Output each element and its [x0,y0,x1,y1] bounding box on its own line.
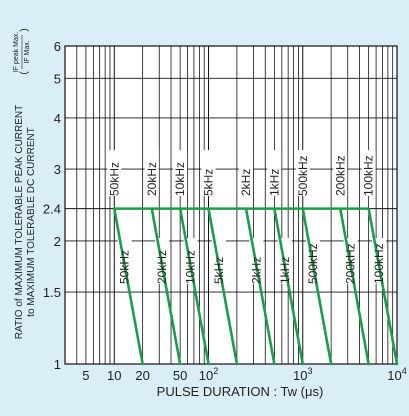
freq-curve-50khz [112,207,144,366]
freq-label-bottom: 1kHz [278,257,292,284]
freq-top-label-bg [173,150,188,196]
freq-label-bottom: 10kHz [184,250,198,284]
y-tick-label: 2 [54,234,61,249]
x-tick-label: 102 [199,366,218,383]
y-axis-title-line2: to MAXIMUM TOLERABLE DC CURRENT [26,127,37,317]
freq-label-top: 500kHz [296,155,310,196]
plot-frame [64,45,398,365]
y-tick-label: 6 [54,39,61,54]
y-tick-label: 1 [54,357,61,372]
freq-label-top: 10kHz [173,162,187,196]
y-axis-title-line1: RATIO of MAXIMUM TOLERABLE PEAK CURRENT [14,105,25,340]
y-tick-label: 3 [54,162,61,177]
frequency-label-layer: 50kHz 50kHz 20kHz 20kHz 10kHz 10kHz 5kHz 5kHz 2k… [107,155,386,284]
freq-label-bottom: 5kHz [212,257,226,284]
freq-label-top: 20kHz [145,162,159,196]
x-tick-label: 5 [82,368,89,383]
freq-curve-1khz [273,207,305,366]
freq-top-label-bg [239,150,254,196]
freq-top-label-bg [361,150,376,196]
freq-label-top: 2kHz [239,169,253,196]
freq-label-top: 200kHz [333,155,347,196]
freq-top-label-bg [333,150,348,196]
tick-layer: 1 1.5 2 2.4 3 4 5 6 5 10 20 50 102 103 104 [43,39,407,383]
line-layer [112,207,399,366]
freq-label-bottom: 50kHz [118,250,132,284]
freq-label-bottom: 100kHz [372,243,386,284]
y-tick-label: 2.4 [43,202,61,217]
plot-area [65,46,397,364]
freq-curve-10khz [178,207,210,366]
freq-label-bottom: 20kHz [155,250,169,284]
freq-top-label-bg [267,150,282,196]
x-tick-label-exponent: 4 [402,366,407,376]
freq-label-bottom: 2kHz [249,257,263,284]
y-axis-fraction-denominator: IF Max. [24,40,31,63]
freq-curve-500khz [301,207,333,366]
grid-layer [64,45,398,365]
y-axis-fraction-paren-right: ) [19,28,30,31]
freq-label-top: 1kHz [267,169,281,196]
freq-curve-200khz [338,207,370,366]
freq-top-label-bg [295,150,310,196]
x-tick-label: 10 [107,368,121,383]
freq-top-label-bg [201,150,216,196]
x-tick-label-exponent: 2 [213,366,218,376]
x-tick-label: 20 [135,368,149,383]
freq-top-label-bg [107,150,122,196]
y-tick-label: 5 [54,71,61,86]
x-tick-label: 103 [293,366,312,383]
x-tick-label: 104 [387,366,406,383]
freq-curve-5khz [207,207,239,366]
freq-label-bottom: 500kHz [306,243,320,284]
x-axis-title: PULSE DURATION : Tw (μs) [157,384,324,399]
freq-curve-2khz [244,207,276,366]
y-axis-title: RATIO of MAXIMUM TOLERABLE PEAK CURRENT … [13,28,37,339]
x-tick-label-exponent: 3 [307,366,312,376]
y-axis-fraction-paren-left: ( [19,71,30,75]
freq-label-bottom: 200kHz [344,243,358,284]
freq-curve-20khz [150,207,182,366]
y-tick-label: 4 [54,111,61,126]
x-tick-label: 50 [173,368,187,383]
freq-curve-100khz [367,207,399,366]
freq-label-top: 5kHz [202,169,216,196]
freq-label-top: 100kHz [362,155,376,196]
freq-label-top: 50kHz [107,162,121,196]
freq-top-label-bg [144,150,159,196]
y-axis-fraction-numerator: IF peak Max. [13,32,20,73]
y-tick-label: 1.5 [43,285,61,300]
